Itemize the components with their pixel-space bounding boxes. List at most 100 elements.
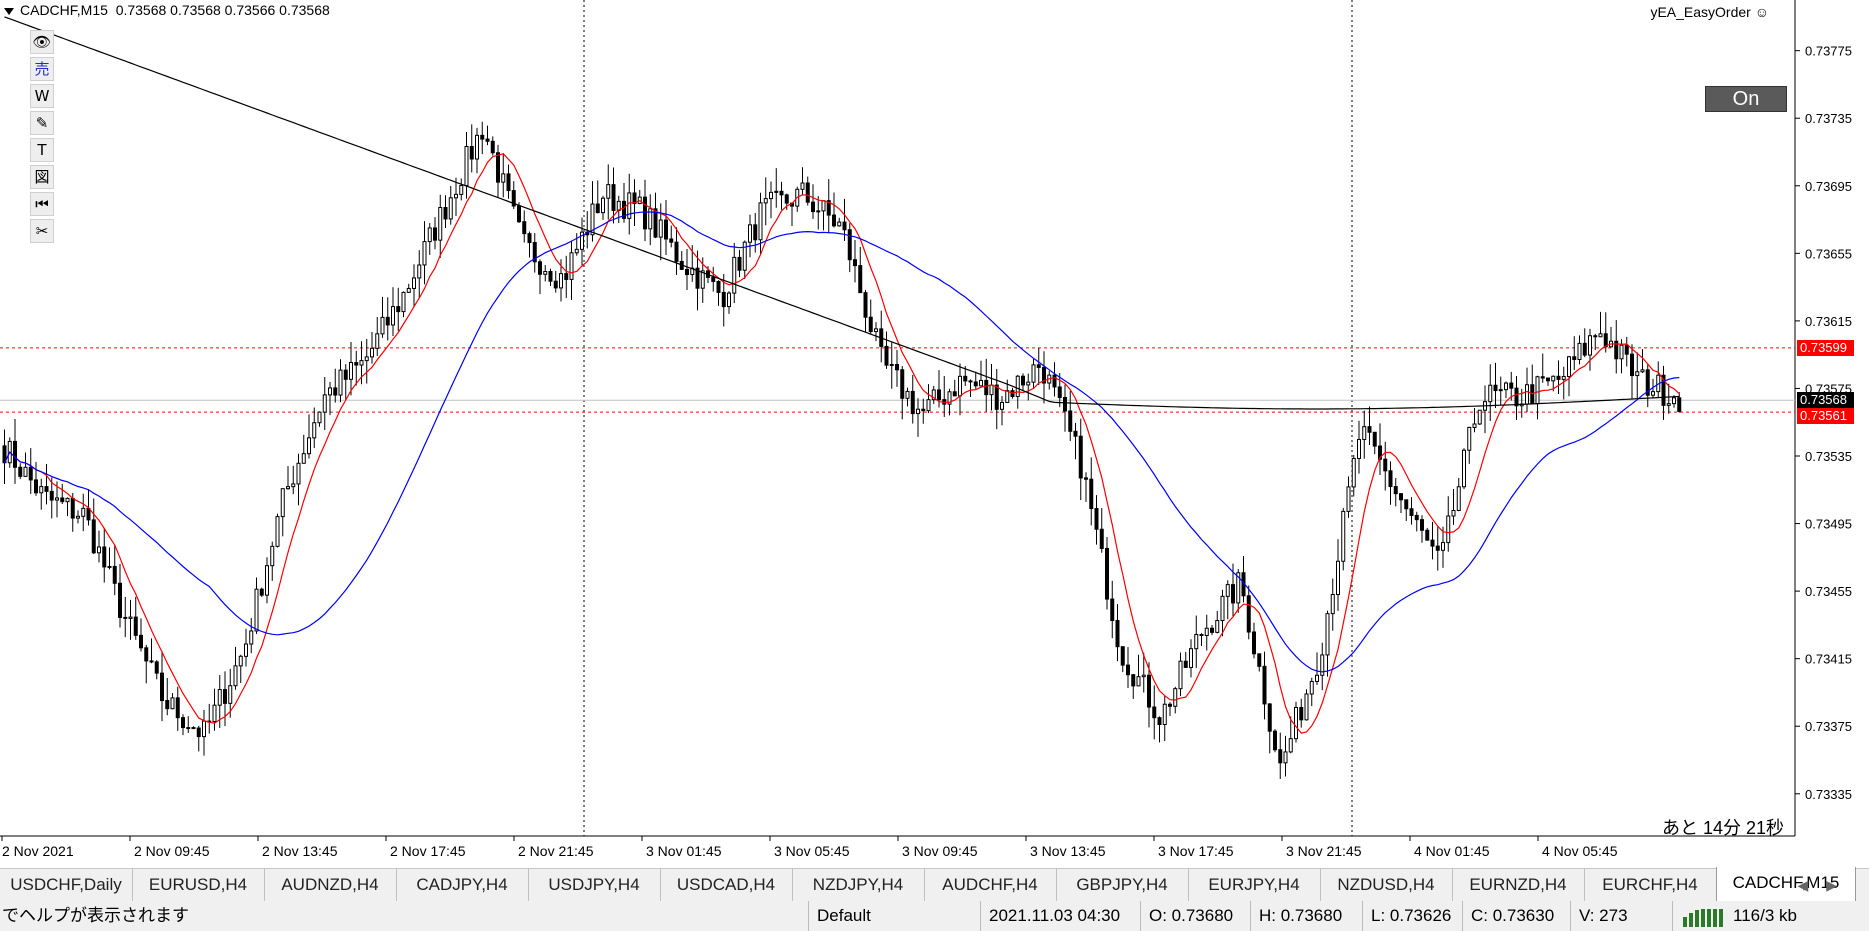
candle-bull: [1488, 384, 1493, 403]
candle-bear: [1378, 445, 1382, 460]
candle-bear: [863, 292, 868, 318]
ea-on-button[interactable]: On: [1705, 86, 1787, 112]
tab-cadchf-m15[interactable]: CADCHF,M15: [1716, 867, 1856, 901]
candle-bull: [422, 241, 427, 266]
candle-bear: [1435, 545, 1440, 551]
candle-bear: [910, 390, 915, 415]
ma-slow-line: [4, 16, 1680, 410]
y-tick-label: 0.73655: [1805, 246, 1852, 261]
candle-bull: [1351, 457, 1356, 488]
candle-bear: [1036, 364, 1041, 368]
candle-bull: [1026, 381, 1031, 386]
status-traffic: 116/3 kb: [1672, 901, 1797, 931]
candle-bull: [364, 356, 369, 362]
candle-bear: [1425, 529, 1430, 541]
candle-bull: [1325, 613, 1330, 656]
candle-bull: [97, 546, 101, 554]
tab-nzdjpy-h4[interactable]: NZDJPY,H4: [792, 869, 925, 901]
candle-bull: [128, 616, 133, 619]
sell-icon[interactable]: 売: [30, 57, 54, 81]
tab-audnzd-h4[interactable]: AUDNZD,H4: [264, 869, 397, 901]
candle-bear: [1021, 375, 1025, 386]
candle-bear: [485, 138, 490, 142]
chart-area[interactable]: 0.73775 0.73735 0.73695 0.73655 0.73615 0.735…: [0, 0, 1869, 860]
eye-icon[interactable]: 👁: [30, 30, 54, 54]
pencil-icon[interactable]: ✎: [30, 111, 54, 135]
candle-bull: [601, 197, 605, 214]
candle-bear: [1556, 375, 1561, 380]
price-marker: 0.73599: [1797, 339, 1854, 356]
candle-bear: [669, 238, 674, 243]
y-tick-label: 0.73415: [1805, 652, 1852, 667]
candle-bear: [895, 364, 899, 371]
candle-bull: [979, 379, 983, 387]
candle-bear: [1042, 366, 1046, 384]
candle-bull: [748, 224, 752, 243]
candle-bull: [559, 273, 563, 289]
chart-icon[interactable]: 図: [30, 165, 54, 189]
x-tick-label: 3 Nov 09:45: [902, 843, 978, 859]
candle-bear: [1147, 674, 1151, 708]
candle-bear: [811, 201, 815, 213]
x-tick-label: 2 Nov 17:45: [390, 843, 466, 859]
candle-bear: [1677, 397, 1682, 412]
status-high: H: 0.73680: [1250, 901, 1342, 931]
candle-bear: [1409, 508, 1414, 516]
candle-bull: [202, 720, 206, 738]
candle-bull: [543, 270, 548, 275]
tab-scroll-right-icon[interactable]: ▶: [1826, 877, 1855, 893]
candle-bear: [1624, 344, 1629, 355]
candle-bull: [233, 665, 238, 687]
candle-bear: [70, 497, 75, 519]
candle-bull: [1619, 344, 1624, 360]
candle-bull: [1472, 423, 1477, 428]
candle-bull: [1441, 542, 1445, 551]
tab-audchf-h4[interactable]: AUDCHF,H4: [924, 869, 1057, 901]
candle-bear: [181, 717, 185, 729]
tab-eurnzd-h4[interactable]: EURNZD,H4: [1452, 869, 1585, 901]
candle-bull: [1236, 572, 1241, 604]
candle-bull: [301, 453, 306, 464]
candle-bear: [611, 184, 616, 211]
x-tick-label: 3 Nov 01:45: [646, 843, 722, 859]
candle-bull: [1005, 390, 1010, 403]
tab-scroll-arrows[interactable]: ◀▶: [1797, 869, 1855, 901]
scissors-icon[interactable]: ✂: [30, 219, 54, 243]
candle-bull: [391, 306, 395, 326]
candle-bear: [102, 546, 107, 568]
rewind-icon[interactable]: ⏮: [30, 192, 54, 216]
status-profile[interactable]: Default: [808, 901, 871, 931]
candle-bear: [1152, 706, 1157, 719]
tab-nzdusd-h4[interactable]: NZDUSD,H4: [1320, 869, 1453, 901]
candle-bear: [1115, 620, 1120, 648]
candle-bear: [1509, 382, 1514, 389]
candle-bear: [1078, 435, 1083, 479]
candle-bear: [553, 280, 558, 289]
candle-bull: [370, 347, 374, 358]
candle-bull: [107, 565, 112, 568]
tab-scroll-left-icon[interactable]: ◀: [1797, 877, 1827, 893]
candle-bear: [711, 276, 716, 282]
y-tick-label: 0.73495: [1805, 517, 1852, 532]
candle-bear: [842, 221, 847, 231]
tab-eurusd-h4[interactable]: EURUSD,H4: [132, 869, 265, 901]
tab-usdchf-daily[interactable]: USDCHF,Daily: [0, 869, 133, 901]
tab-gbpjpy-h4[interactable]: GBPJPY,H4: [1056, 869, 1189, 901]
candle-bear: [632, 192, 637, 205]
tab-eurchf-h4[interactable]: EURCHF,H4: [1584, 869, 1717, 901]
ma-mid-line: [3, 211, 1680, 673]
tab-cadjpy-h4[interactable]: CADJPY,H4: [396, 869, 529, 901]
w-icon[interactable]: W: [30, 84, 54, 108]
candle-bull: [228, 685, 233, 704]
tab-eurjpy-h4[interactable]: EURJPY,H4: [1188, 869, 1321, 901]
collapse-triangle-icon[interactable]: [4, 7, 14, 15]
candle-bull: [1178, 660, 1183, 690]
candle-bull: [39, 486, 44, 494]
tab-usdjpy-h4[interactable]: USDJPY,H4: [528, 869, 661, 901]
candle-bull: [947, 391, 952, 405]
price-chart[interactable]: 0.73775 0.73735 0.73695 0.73655 0.73615 0.735…: [0, 0, 1869, 860]
text-icon[interactable]: T: [30, 138, 54, 162]
chart-symbol: CADCHF,M15: [20, 2, 108, 18]
candle-bear: [49, 490, 54, 501]
tab-usdcad-h4[interactable]: USDCAD,H4: [660, 869, 793, 901]
